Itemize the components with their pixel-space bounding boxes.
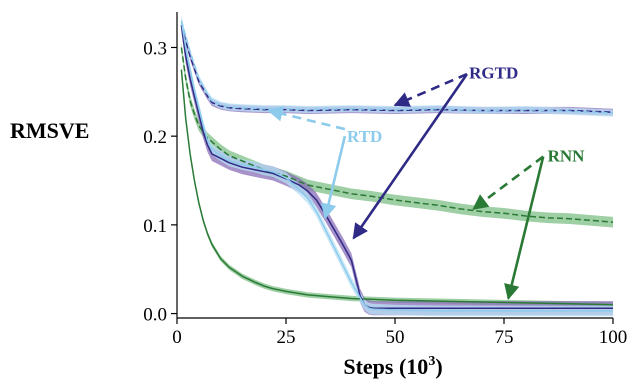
rgtd-arrow-solid xyxy=(352,73,469,240)
x-axis-title-exponent: 3 xyxy=(428,354,435,369)
x-tick-label: 75 xyxy=(495,327,514,348)
rtd_solid-line xyxy=(180,20,613,312)
x-axis-title: Steps (103) xyxy=(343,354,442,379)
x-tick-label: 100 xyxy=(599,327,628,348)
rgtd_solid-line xyxy=(180,25,613,309)
x-tick-label: 25 xyxy=(277,327,296,348)
y-tick-label: 0.0 xyxy=(143,305,167,326)
rtd-arrow-solid xyxy=(320,135,347,220)
series-lines xyxy=(180,20,614,312)
y-ticks: 0.0 0.1 0.2 0.3 xyxy=(143,38,177,326)
rtd_solid-band xyxy=(181,15,613,317)
rnn-label: RNN xyxy=(548,147,586,166)
y-tick-label: 0.2 xyxy=(143,127,167,148)
y-tick-label: 0.3 xyxy=(143,38,167,59)
rnn-arrow-solid xyxy=(504,156,545,301)
x-tick-label: 50 xyxy=(386,327,405,348)
x-ticks: 0 25 50 75 100 xyxy=(172,318,627,348)
rgtd-label: RGTD xyxy=(469,63,518,82)
rtd-label: RTD xyxy=(347,127,382,146)
rnn_dashed-line xyxy=(180,47,614,223)
y-axis-title: RMSVE xyxy=(10,118,89,143)
rgtd_dashed-band xyxy=(181,21,613,116)
rtd_dashed-band xyxy=(181,17,613,117)
rgtd-arrow-dashed xyxy=(393,72,468,107)
rtd_dashed-line xyxy=(180,20,614,114)
x-tick-label: 0 xyxy=(172,327,182,348)
rnn_solid-line xyxy=(180,69,614,306)
rgtd_dashed-line xyxy=(180,25,614,113)
rtd-arrow-dashed xyxy=(267,106,346,131)
series-annotations: RGTD RTD RNN xyxy=(267,63,586,301)
y-tick-label: 0.1 xyxy=(143,216,167,237)
x-axis-title-close: ) xyxy=(435,354,442,379)
x-axis-title-main: Steps (10 xyxy=(343,354,428,379)
